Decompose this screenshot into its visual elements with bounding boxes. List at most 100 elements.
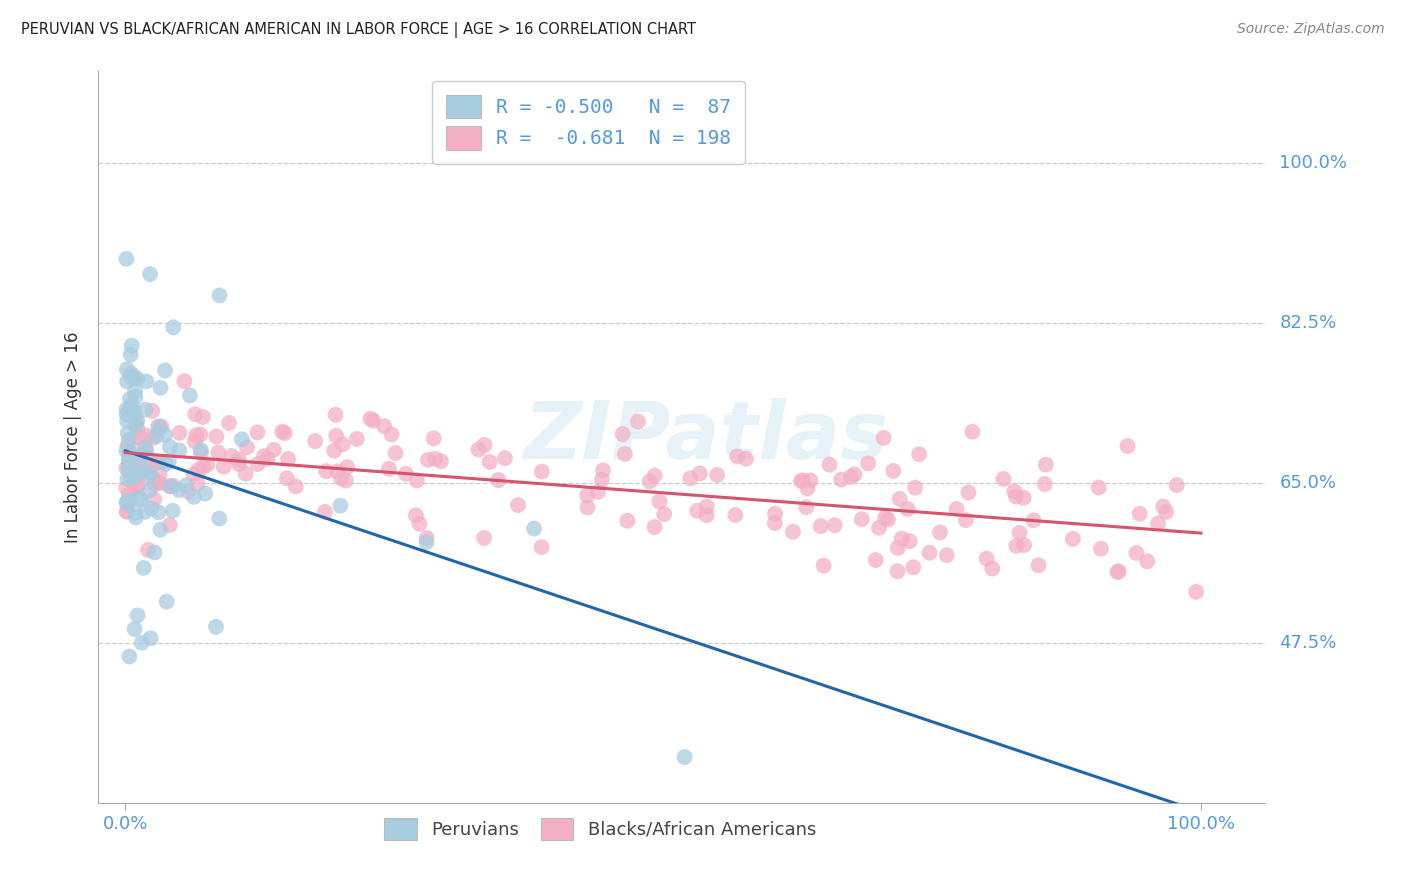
Point (591, 473, 613, 487)
Point (194, 486, 217, 500)
Point (117, 439, 139, 453)
Point (523, 521, 546, 535)
Point (889, 491, 911, 506)
Point (246, 457, 269, 471)
Text: 47.5%: 47.5% (1279, 634, 1337, 652)
Point (208, 288, 231, 302)
Point (115, 481, 138, 495)
Point (381, 427, 404, 442)
Point (186, 476, 208, 491)
Point (908, 447, 931, 461)
Point (121, 433, 143, 447)
Point (897, 502, 920, 516)
Point (128, 478, 150, 492)
Point (1035, 458, 1057, 472)
Point (141, 404, 163, 418)
Point (193, 459, 215, 474)
Point (810, 519, 832, 533)
Point (153, 363, 176, 377)
Point (156, 594, 179, 608)
Point (256, 451, 278, 466)
Point (118, 454, 141, 468)
Point (115, 505, 138, 519)
Point (174, 478, 197, 492)
Point (139, 267, 162, 281)
Point (851, 512, 873, 526)
Point (957, 485, 980, 500)
Point (136, 543, 159, 558)
Point (157, 479, 180, 493)
Point (929, 525, 952, 540)
Point (208, 511, 231, 525)
Point (120, 366, 142, 380)
Point (359, 411, 381, 425)
Point (416, 453, 439, 467)
Point (118, 461, 141, 475)
Point (1154, 505, 1177, 519)
Point (195, 458, 218, 472)
Point (430, 454, 453, 468)
Point (1152, 500, 1174, 514)
Point (530, 540, 553, 554)
Point (506, 498, 529, 512)
Point (124, 390, 146, 404)
Point (1008, 525, 1031, 540)
Point (638, 475, 661, 489)
Point (335, 474, 357, 488)
Text: ZIPatlas: ZIPatlas (523, 398, 887, 476)
Point (115, 252, 138, 266)
Point (117, 454, 139, 468)
Point (706, 467, 728, 482)
Point (794, 500, 817, 515)
Point (231, 432, 253, 446)
Point (149, 420, 172, 434)
Y-axis label: In Labor Force | Age > 16: In Labor Force | Age > 16 (65, 331, 83, 543)
Point (212, 459, 235, 474)
Point (162, 320, 184, 334)
Point (139, 467, 162, 481)
Point (824, 518, 846, 533)
Point (474, 438, 496, 452)
Point (221, 449, 243, 463)
Point (782, 524, 804, 539)
Point (253, 449, 276, 463)
Point (118, 488, 141, 502)
Point (120, 446, 142, 460)
Point (127, 608, 149, 623)
Point (134, 402, 156, 417)
Point (673, 750, 696, 764)
Point (472, 531, 495, 545)
Point (125, 467, 148, 481)
Point (1028, 558, 1050, 573)
Point (576, 488, 599, 502)
Point (184, 407, 207, 421)
Point (648, 494, 671, 508)
Point (689, 467, 711, 481)
Point (868, 521, 890, 535)
Point (117, 494, 139, 508)
Point (135, 445, 157, 459)
Point (228, 457, 250, 471)
Point (405, 508, 427, 523)
Point (141, 501, 163, 516)
Point (121, 338, 143, 352)
Point (218, 416, 240, 430)
Point (1129, 507, 1152, 521)
Point (904, 481, 927, 495)
Point (179, 388, 201, 402)
Point (1136, 554, 1159, 568)
Point (122, 404, 145, 418)
Point (129, 458, 152, 472)
Point (882, 464, 904, 478)
Point (1166, 478, 1188, 492)
Point (149, 467, 172, 481)
Point (127, 372, 149, 386)
Point (330, 471, 353, 485)
Point (118, 392, 141, 406)
Point (576, 500, 599, 515)
Point (277, 451, 299, 466)
Point (325, 429, 347, 443)
Text: 65.0%: 65.0% (1279, 474, 1336, 491)
Point (235, 467, 257, 481)
Point (644, 468, 666, 483)
